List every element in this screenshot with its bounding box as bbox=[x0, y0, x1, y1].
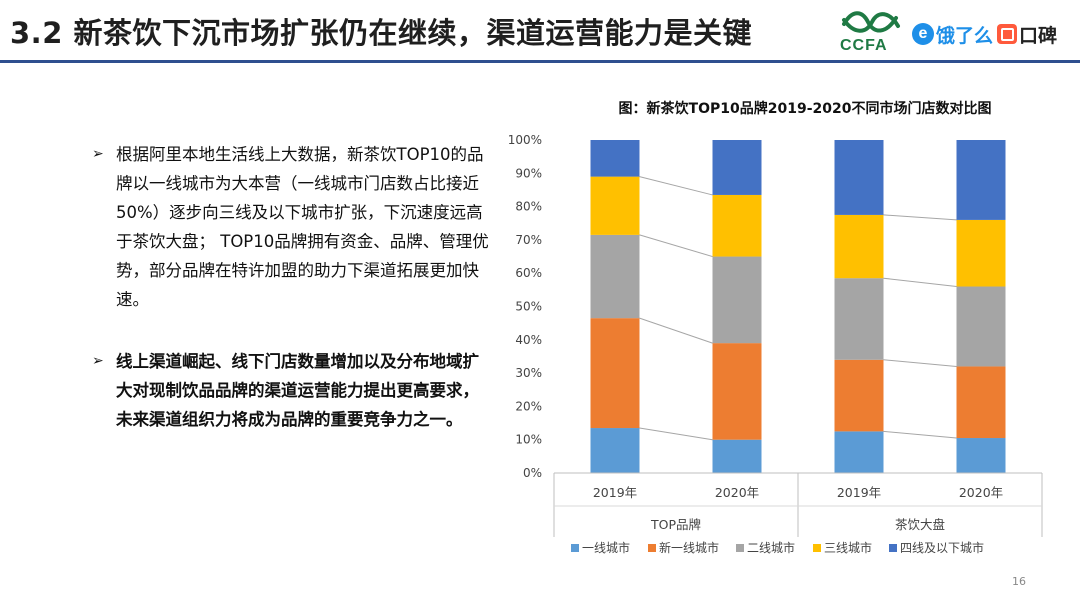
y-tick-label: 50% bbox=[515, 300, 542, 314]
bar-segment-4-3 bbox=[956, 286, 1006, 367]
y-tick-label: 10% bbox=[515, 433, 542, 447]
bullet-item-1: ➢ 根据阿里本地生活线上大数据，新茶饮TOP10的品牌以一线城市为大本营（一线城… bbox=[92, 140, 492, 314]
bar-segment-4-1 bbox=[956, 438, 1006, 473]
bar-segment-2-2 bbox=[712, 343, 762, 440]
bar-segment-2-3 bbox=[712, 256, 762, 344]
bar-segment-4-5 bbox=[956, 140, 1006, 220]
bullet-item-2: ➢ 线上渠道崛起、线下门店数量增加以及分布地域扩大对现制饮品品牌的渠道运营能力提… bbox=[92, 347, 492, 434]
bar-segment-3-5 bbox=[834, 140, 884, 215]
bar-segment-3-3 bbox=[834, 278, 884, 360]
eleme-logo-text: 饿了么 bbox=[936, 24, 994, 47]
koubei-icon bbox=[997, 24, 1018, 44]
series-connector-line bbox=[639, 317, 713, 344]
chart-title: 图：新茶饮TOP10品牌2019-2020不同市场门店数对比图 bbox=[618, 101, 992, 117]
legend-swatch bbox=[648, 544, 656, 552]
legend-swatch bbox=[889, 544, 897, 552]
y-tick-label: 40% bbox=[515, 333, 542, 347]
legend-swatch bbox=[736, 544, 744, 552]
legend-entry: 一线城市 bbox=[582, 540, 630, 555]
ccfa-emblem-icon bbox=[842, 11, 900, 33]
bar-segment-3-4 bbox=[834, 214, 884, 279]
partner-logos: e 饿了么 口碑 bbox=[912, 20, 1057, 48]
ccfa-logo: CCFA bbox=[838, 8, 904, 56]
page-number: 16 bbox=[1012, 575, 1026, 588]
bar-segment-2-4 bbox=[712, 194, 762, 257]
bar-segment-1-5 bbox=[590, 140, 640, 177]
series-connector-line bbox=[883, 359, 957, 367]
series-connector-line bbox=[639, 427, 713, 441]
bar-segment-3-2 bbox=[834, 359, 884, 432]
y-tick-label: 0% bbox=[523, 466, 542, 480]
bullet-text: 线上渠道崛起、线下门店数量增加以及分布地域扩大对现制饮品品牌的渠道运营能力提出更… bbox=[116, 352, 479, 429]
bar-segment-2-5 bbox=[712, 140, 762, 195]
y-tick-label: 60% bbox=[515, 266, 542, 280]
series-connector-line bbox=[883, 214, 957, 221]
series-connector-line bbox=[883, 277, 957, 288]
y-tick-label: 70% bbox=[515, 233, 542, 247]
eleme-icon: e bbox=[912, 23, 934, 45]
legend-entry: 二线城市 bbox=[747, 540, 795, 555]
bar-segment-3-1 bbox=[834, 431, 884, 473]
bullet-arrow-icon: ➢ bbox=[92, 353, 104, 369]
x-tick-label: 2020年 bbox=[959, 485, 1003, 500]
ccfa-logo-text: CCFA bbox=[840, 37, 888, 54]
y-tick-label: 90% bbox=[515, 166, 542, 180]
header: 3.2 新茶饮下沉市场扩张仍在继续，渠道运营能力是关键 CCFA e 饿了么 口… bbox=[0, 0, 1080, 63]
legend-entry: 新一线城市 bbox=[659, 540, 719, 555]
legend-entry: 四线及以下城市 bbox=[900, 540, 984, 555]
bullet-arrow-icon: ➢ bbox=[92, 146, 104, 162]
series-connector-line bbox=[639, 234, 713, 258]
series-connector-line bbox=[883, 430, 957, 439]
x-tick-label: 2019年 bbox=[837, 485, 881, 500]
bullet-list: ➢ 根据阿里本地生活线上大数据，新茶饮TOP10的品牌以一线城市为大本营（一线城… bbox=[92, 140, 492, 434]
y-tick-label: 20% bbox=[515, 399, 542, 413]
koubei-logo-text: 口碑 bbox=[1019, 24, 1058, 47]
bar-segment-1-2 bbox=[590, 318, 640, 429]
series-connector-line bbox=[639, 176, 713, 196]
legend-swatch bbox=[813, 544, 821, 552]
bar-segment-1-1 bbox=[590, 428, 640, 473]
legend-swatch bbox=[571, 544, 579, 552]
legend-entry: 三线城市 bbox=[824, 540, 872, 555]
bar-segment-2-1 bbox=[712, 439, 762, 473]
page-title: 3.2 新茶饮下沉市场扩张仍在继续，渠道运营能力是关键 bbox=[10, 16, 752, 50]
y-tick-label: 80% bbox=[515, 200, 542, 214]
bar-segment-1-4 bbox=[590, 176, 640, 235]
x-tick-label: 2019年 bbox=[593, 485, 637, 500]
bullet-text: 根据阿里本地生活线上大数据，新茶饮TOP10的品牌以一线城市为大本营（一线城市门… bbox=[116, 145, 489, 309]
header-divider bbox=[0, 60, 1080, 63]
bar-segment-1-3 bbox=[590, 234, 640, 319]
y-tick-label: 100% bbox=[508, 133, 542, 147]
y-tick-label: 30% bbox=[515, 366, 542, 380]
bar-segment-4-2 bbox=[956, 366, 1006, 439]
bar-segment-4-4 bbox=[956, 219, 1006, 287]
group-label: 茶饮大盘 bbox=[895, 517, 945, 532]
group-label: TOP品牌 bbox=[650, 517, 701, 532]
x-tick-label: 2020年 bbox=[715, 485, 759, 500]
